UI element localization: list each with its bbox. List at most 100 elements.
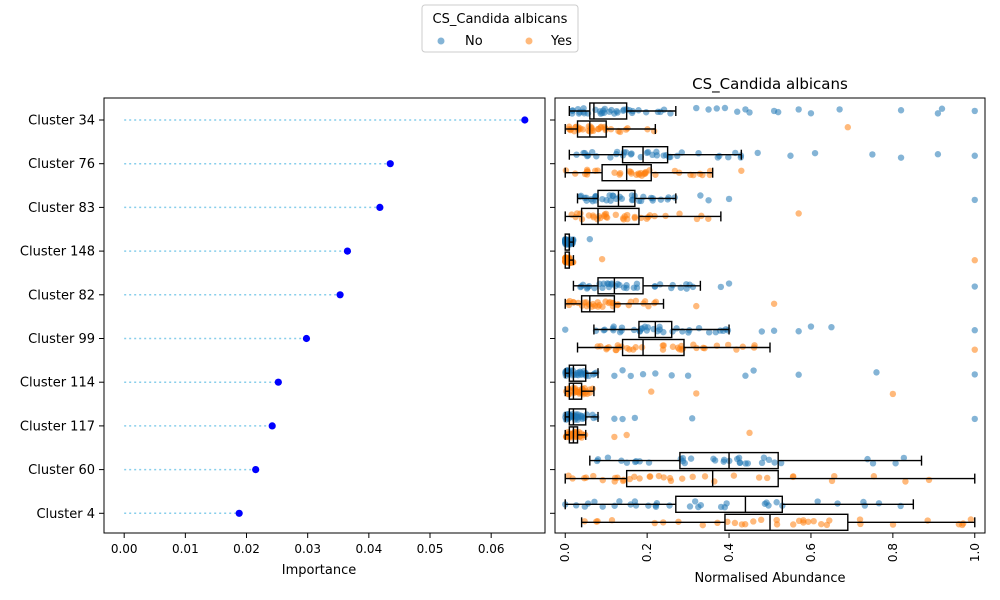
abundance-outlier xyxy=(971,107,978,115)
abundance-outlier xyxy=(971,346,978,353)
category-label: Cluster 117 xyxy=(20,419,95,434)
x-tick-label: 0.06 xyxy=(478,542,505,556)
abundance-point xyxy=(665,194,672,201)
abundance-point xyxy=(642,109,650,116)
abundance-point xyxy=(613,148,621,156)
abundance-point xyxy=(644,213,652,221)
abundance-point xyxy=(686,503,694,510)
abundance-ticks: 0.0 0.2 0.4 0.6 0.8 1.0 xyxy=(558,533,982,562)
legend-title: CS_Candida albicans xyxy=(433,12,568,27)
abundance-point xyxy=(635,107,642,114)
abundance-outlier xyxy=(971,371,978,378)
abundance-point xyxy=(967,516,975,523)
abundance-point xyxy=(641,323,649,330)
abundance-point xyxy=(651,519,658,527)
abundance-point xyxy=(630,284,638,291)
abundance-point xyxy=(572,170,579,177)
abundance-outlier xyxy=(889,390,897,398)
abundance-outlier xyxy=(725,195,733,203)
abundance-outlier xyxy=(693,104,700,112)
abundance-outlier xyxy=(934,151,942,158)
x-tick-label: 0.2 xyxy=(640,543,654,562)
importance-category-labels: Cluster 34 Cluster 76 Cluster 83 Cluster 14… xyxy=(20,114,95,522)
abundance-point xyxy=(636,475,643,482)
category-label: Cluster 99 xyxy=(28,332,95,347)
abundance-point xyxy=(626,168,633,175)
abundance-point xyxy=(671,194,678,201)
abundance-point xyxy=(652,502,659,509)
abundance-point xyxy=(624,125,631,132)
abundance-outlier xyxy=(684,372,692,379)
category-label: Cluster 114 xyxy=(20,376,95,391)
abundance-point xyxy=(633,171,640,178)
abundance-outlier xyxy=(738,167,745,174)
importance-marks xyxy=(124,116,529,517)
abundance-outlier xyxy=(754,149,761,157)
abundance-point xyxy=(604,454,612,461)
abundance-point xyxy=(576,108,583,116)
abundance-point xyxy=(790,521,797,528)
abundance-outlier xyxy=(619,415,626,423)
abundance-point xyxy=(681,459,688,467)
x-tick-label: 0.03 xyxy=(294,542,321,556)
abundance-point xyxy=(620,476,627,484)
legend-label-yes: Yes xyxy=(550,34,572,49)
abundance-point xyxy=(659,346,667,353)
importance-point xyxy=(386,160,394,168)
abundance-outlier xyxy=(611,372,618,379)
abundance-point xyxy=(646,473,654,480)
importance-point xyxy=(274,378,282,386)
abundance-point xyxy=(765,456,773,464)
abundance-outlier xyxy=(844,124,852,131)
abundance-point xyxy=(761,500,769,507)
box-body xyxy=(580,207,640,226)
abundance-outlier xyxy=(934,110,942,117)
box-body xyxy=(589,102,628,120)
abundance-point xyxy=(581,385,588,392)
abundance-outlier xyxy=(623,431,630,439)
legend-marker-yes xyxy=(525,37,533,45)
abundance-point xyxy=(612,211,620,219)
abundance-point xyxy=(632,297,640,305)
box-body xyxy=(724,513,849,531)
abundance-point xyxy=(635,197,643,205)
abundance-point xyxy=(925,476,933,484)
abundance-point xyxy=(593,518,600,525)
abundance-point xyxy=(608,280,615,287)
abundance-outlier xyxy=(758,328,766,335)
abundance-point xyxy=(645,502,652,509)
abundance-outlier xyxy=(746,429,753,437)
abundance-point xyxy=(773,499,780,506)
abundance-point xyxy=(763,474,771,482)
abundance-outlier xyxy=(828,323,835,331)
abundance-axes-frame xyxy=(554,97,986,534)
abundance-point xyxy=(574,299,582,307)
abundance-outlier xyxy=(836,106,843,113)
x-tick-label: 0.8 xyxy=(886,543,900,562)
abundance-point xyxy=(870,473,878,480)
abundance-point xyxy=(810,517,817,525)
abundance-point xyxy=(645,303,652,310)
abundance-point xyxy=(805,518,812,525)
abundance-outlier xyxy=(742,372,749,379)
abundance-outlier xyxy=(611,433,618,441)
importance-panel: 0.00 0.01 0.02 0.03 0.04 0.05 0.06 Cluster 34C… xyxy=(20,97,555,578)
box-body xyxy=(621,338,685,357)
abundance-point xyxy=(656,281,664,288)
abundance-point xyxy=(741,521,749,528)
x-tick-label: 0.01 xyxy=(172,542,199,556)
abundance-outlier xyxy=(873,369,880,376)
abundance-point xyxy=(570,371,578,378)
abundance-point xyxy=(599,503,606,510)
importance-axes-frame xyxy=(103,97,546,534)
abundance-outlier xyxy=(971,283,978,290)
abundance-outlier xyxy=(697,192,704,199)
x-tick-label: 0.02 xyxy=(233,542,260,556)
abundance-point xyxy=(666,502,673,509)
abundance-point xyxy=(823,521,831,529)
abundance-outlier xyxy=(705,106,712,113)
abundance-outlier xyxy=(971,415,978,423)
abundance-point xyxy=(609,192,616,199)
abundance-marks xyxy=(562,102,978,531)
